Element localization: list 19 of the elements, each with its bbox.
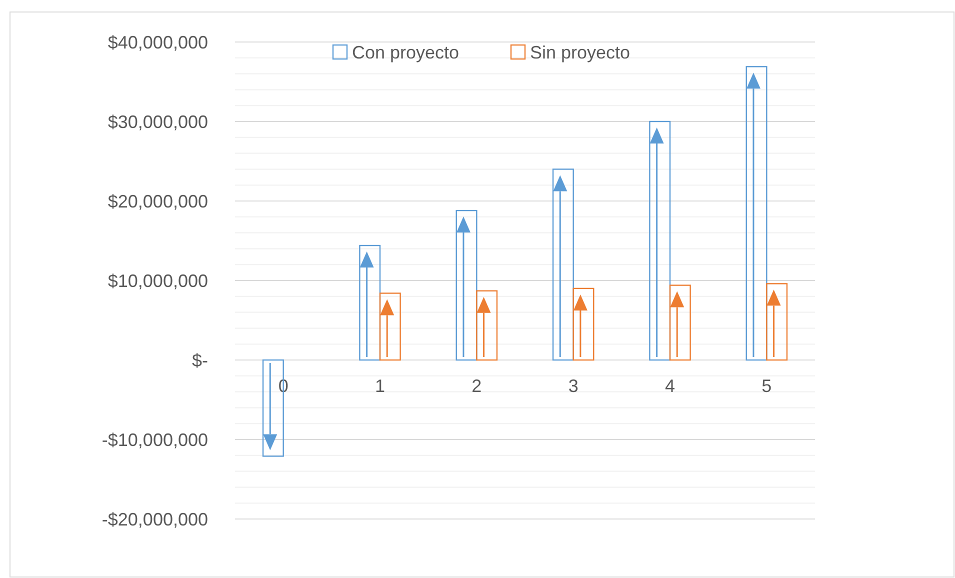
- bar: [572, 288, 594, 361]
- x-tick-label: 2: [472, 376, 482, 396]
- y-tick-label: -$20,000,000: [102, 509, 208, 530]
- y-tick-label: $40,000,000: [108, 32, 208, 52]
- bar: [766, 283, 788, 361]
- legend-label: Con proyecto: [352, 42, 460, 62]
- y-tick-label: -$10,000,000: [102, 430, 208, 450]
- bar: [669, 284, 691, 361]
- y-tick-label: $30,000,000: [108, 112, 208, 132]
- x-tick-label: 5: [762, 376, 772, 396]
- x-tick-label: 3: [568, 376, 578, 396]
- bar: [379, 292, 401, 361]
- bar: [476, 290, 498, 361]
- x-tick-label: 4: [664, 376, 676, 396]
- y-tick-label: $-: [192, 350, 208, 370]
- y-tick-label: $20,000,000: [108, 191, 208, 212]
- legend-label: Sin proyecto: [530, 42, 630, 62]
- x-tick-label: 1: [374, 376, 386, 396]
- y-tick-label: $10,000,000: [108, 270, 208, 291]
